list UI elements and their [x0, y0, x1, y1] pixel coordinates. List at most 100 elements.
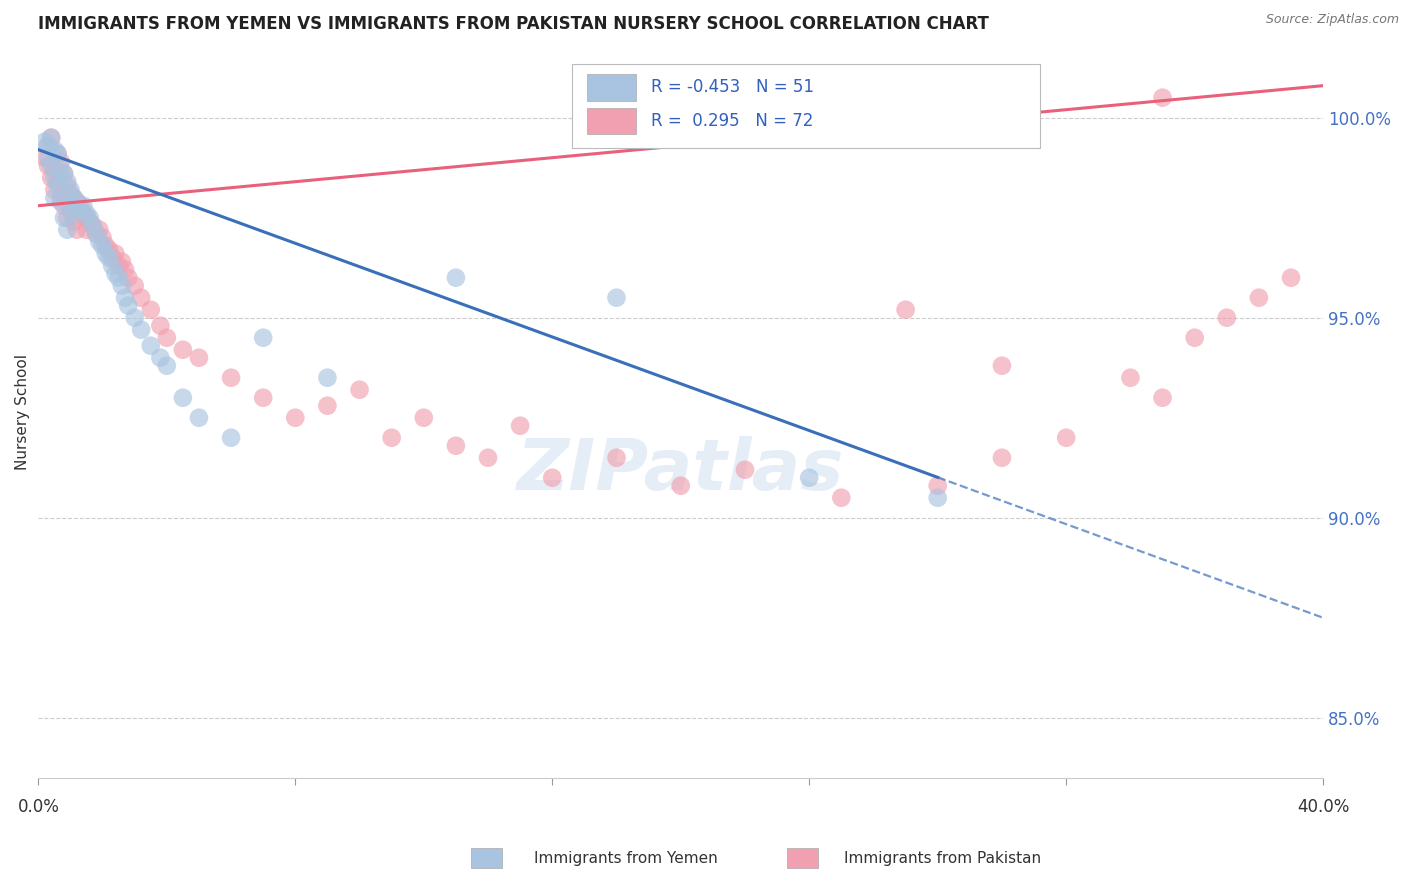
Point: [1152, 391, 1174, 405]
Point: [39, 170, 62, 185]
Point: [111, 254, 134, 268]
Point: [44, 162, 66, 177]
Point: [89, 223, 111, 237]
Point: [139, 339, 162, 353]
Text: R =  0.295   N = 72: R = 0.295 N = 72: [651, 112, 814, 130]
Point: [991, 450, 1014, 465]
Point: [59, 183, 82, 197]
Point: [172, 391, 194, 405]
FancyBboxPatch shape: [586, 74, 636, 101]
Point: [76, 211, 98, 225]
Point: [412, 410, 434, 425]
Point: [82, 219, 104, 233]
Point: [49, 162, 72, 177]
Point: [1054, 431, 1077, 445]
Point: [124, 310, 146, 325]
Point: [117, 270, 139, 285]
Point: [53, 167, 76, 181]
FancyBboxPatch shape: [586, 108, 636, 135]
Point: [1247, 291, 1270, 305]
Point: [94, 246, 117, 260]
Text: 0.0%: 0.0%: [17, 797, 59, 816]
Point: [101, 259, 124, 273]
FancyBboxPatch shape: [571, 64, 1040, 148]
Point: [46, 178, 69, 193]
Point: [44, 191, 66, 205]
Point: [104, 246, 127, 260]
Point: [111, 278, 134, 293]
Y-axis label: Nursery School: Nursery School: [15, 354, 30, 470]
Point: [156, 359, 179, 373]
Point: [252, 391, 274, 405]
Point: [84, 227, 107, 241]
Point: [76, 223, 98, 237]
Point: [56, 178, 79, 193]
Point: [39, 130, 62, 145]
Point: [219, 370, 242, 384]
Point: [53, 211, 76, 225]
Point: [66, 223, 89, 237]
Point: [62, 191, 84, 205]
Point: [124, 278, 146, 293]
Point: [117, 299, 139, 313]
Point: [46, 175, 69, 189]
Point: [69, 199, 91, 213]
Point: [46, 146, 69, 161]
Point: [91, 230, 114, 244]
Point: [44, 183, 66, 197]
Point: [444, 270, 467, 285]
Point: [444, 439, 467, 453]
Point: [62, 191, 84, 205]
Point: [114, 291, 136, 305]
Point: [927, 479, 949, 493]
Point: [79, 211, 101, 225]
Point: [381, 431, 404, 445]
Point: [37, 138, 59, 153]
Point: [72, 199, 94, 213]
Point: [1152, 91, 1174, 105]
Point: [59, 202, 82, 217]
Point: [187, 351, 209, 365]
Text: Immigrants from Yemen: Immigrants from Yemen: [534, 851, 718, 865]
Point: [37, 151, 59, 165]
Point: [156, 331, 179, 345]
Point: [114, 262, 136, 277]
Point: [284, 410, 307, 425]
Point: [187, 410, 209, 425]
Point: [734, 463, 756, 477]
Point: [1216, 310, 1239, 325]
Point: [34, 135, 56, 149]
Text: Immigrants from Pakistan: Immigrants from Pakistan: [844, 851, 1040, 865]
Point: [541, 471, 564, 485]
Point: [76, 207, 98, 221]
Point: [316, 399, 339, 413]
Point: [129, 291, 152, 305]
Point: [62, 215, 84, 229]
Point: [49, 194, 72, 209]
Point: [46, 146, 69, 161]
Point: [107, 259, 129, 273]
Point: [59, 199, 82, 213]
Point: [49, 154, 72, 169]
Text: Source: ZipAtlas.com: Source: ZipAtlas.com: [1265, 13, 1399, 27]
Point: [349, 383, 371, 397]
Point: [66, 194, 89, 209]
Point: [34, 151, 56, 165]
Point: [477, 450, 499, 465]
Point: [894, 302, 917, 317]
Point: [509, 418, 531, 433]
Point: [799, 471, 821, 485]
Point: [98, 251, 121, 265]
Point: [66, 194, 89, 209]
Point: [139, 302, 162, 317]
Point: [79, 215, 101, 229]
Point: [84, 227, 107, 241]
Point: [927, 491, 949, 505]
Point: [44, 170, 66, 185]
Point: [219, 431, 242, 445]
Point: [37, 138, 59, 153]
Point: [107, 270, 129, 285]
Point: [991, 359, 1014, 373]
Point: [56, 223, 79, 237]
Text: IMMIGRANTS FROM YEMEN VS IMMIGRANTS FROM PAKISTAN NURSERY SCHOOL CORRELATION CHA: IMMIGRANTS FROM YEMEN VS IMMIGRANTS FROM…: [38, 15, 990, 33]
